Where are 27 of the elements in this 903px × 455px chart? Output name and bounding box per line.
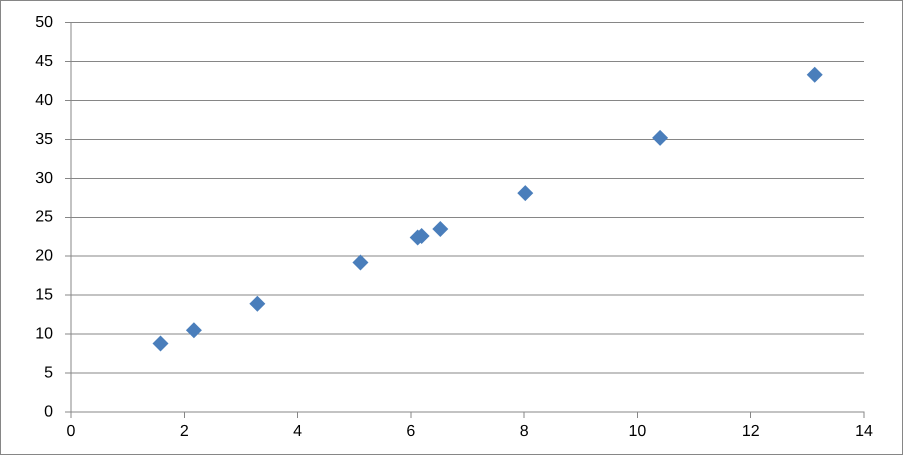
y-tick-label: 30: [35, 170, 54, 187]
point: [152, 335, 168, 352]
x-tick-label: 0: [66, 423, 76, 440]
point: [806, 66, 823, 83]
x-tick-label: 14: [855, 423, 873, 440]
point: [186, 322, 202, 338]
point: [352, 254, 368, 270]
y-tick-label: 10: [35, 326, 54, 343]
x-tick-label: 2: [180, 423, 189, 440]
y-tick-label: 45: [35, 52, 54, 70]
y-tick-label: 20: [35, 248, 54, 265]
x-tick-label: 4: [293, 423, 302, 440]
y-tick-label: 50: [35, 14, 54, 32]
y-tick-label: 5: [44, 364, 54, 382]
y-tick-label: 0: [44, 403, 54, 420]
x-tick-label: 8: [520, 423, 529, 440]
x-tick-label: 6: [406, 423, 416, 440]
point: [652, 130, 668, 146]
y-tick-label: 15: [35, 286, 54, 304]
y-tick-label: 40: [35, 92, 54, 109]
point: [517, 185, 534, 202]
x-tick-label: 10: [628, 423, 646, 440]
point: [432, 220, 448, 237]
point: [249, 296, 266, 312]
y-tick-label: 35: [35, 130, 54, 148]
y-tick-label: 25: [35, 208, 54, 226]
x-tick-label: 12: [742, 423, 760, 440]
